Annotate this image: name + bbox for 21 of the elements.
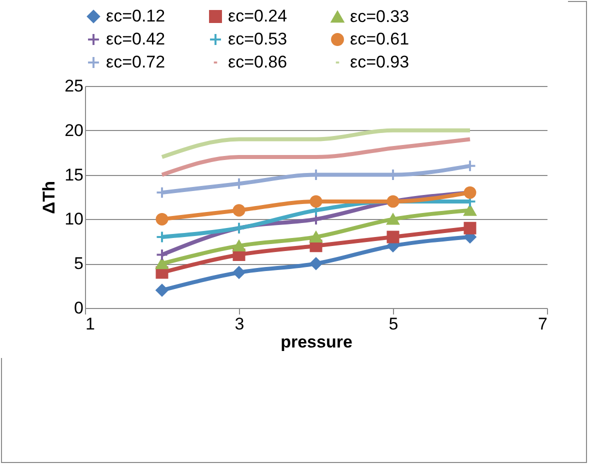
legend-label: εc=0.12 [106,6,166,26]
y-tick-label: 25 [64,76,84,96]
legend-label: εc=0.61 [350,30,410,48]
legend-label: εc=0.24 [228,6,288,26]
legend-label: εc=0.93 [350,52,410,72]
x-axis-title: pressure [280,332,352,352]
y-tick-label: 15 [64,165,84,184]
legend-label: εc=0.42 [106,30,166,48]
y-tick-label: 5 [74,254,84,274]
x-tick-label: 3 [234,314,244,334]
legend-label: εc=0.72 [106,52,166,72]
legend-label: εc=0.53 [228,30,288,48]
x-tick-label: 1 [86,314,95,334]
legend-label: εc=0.33 [350,6,410,26]
y-axis-title: ΔTh [40,181,59,214]
x-tick-label: 5 [388,314,398,334]
y-tick-label: 0 [74,298,84,318]
x-tick-label: 7 [538,314,548,334]
legend-label: εc=0.86 [228,52,288,72]
y-tick-label: 10 [64,210,84,229]
y-tick-label: 20 [64,120,84,140]
